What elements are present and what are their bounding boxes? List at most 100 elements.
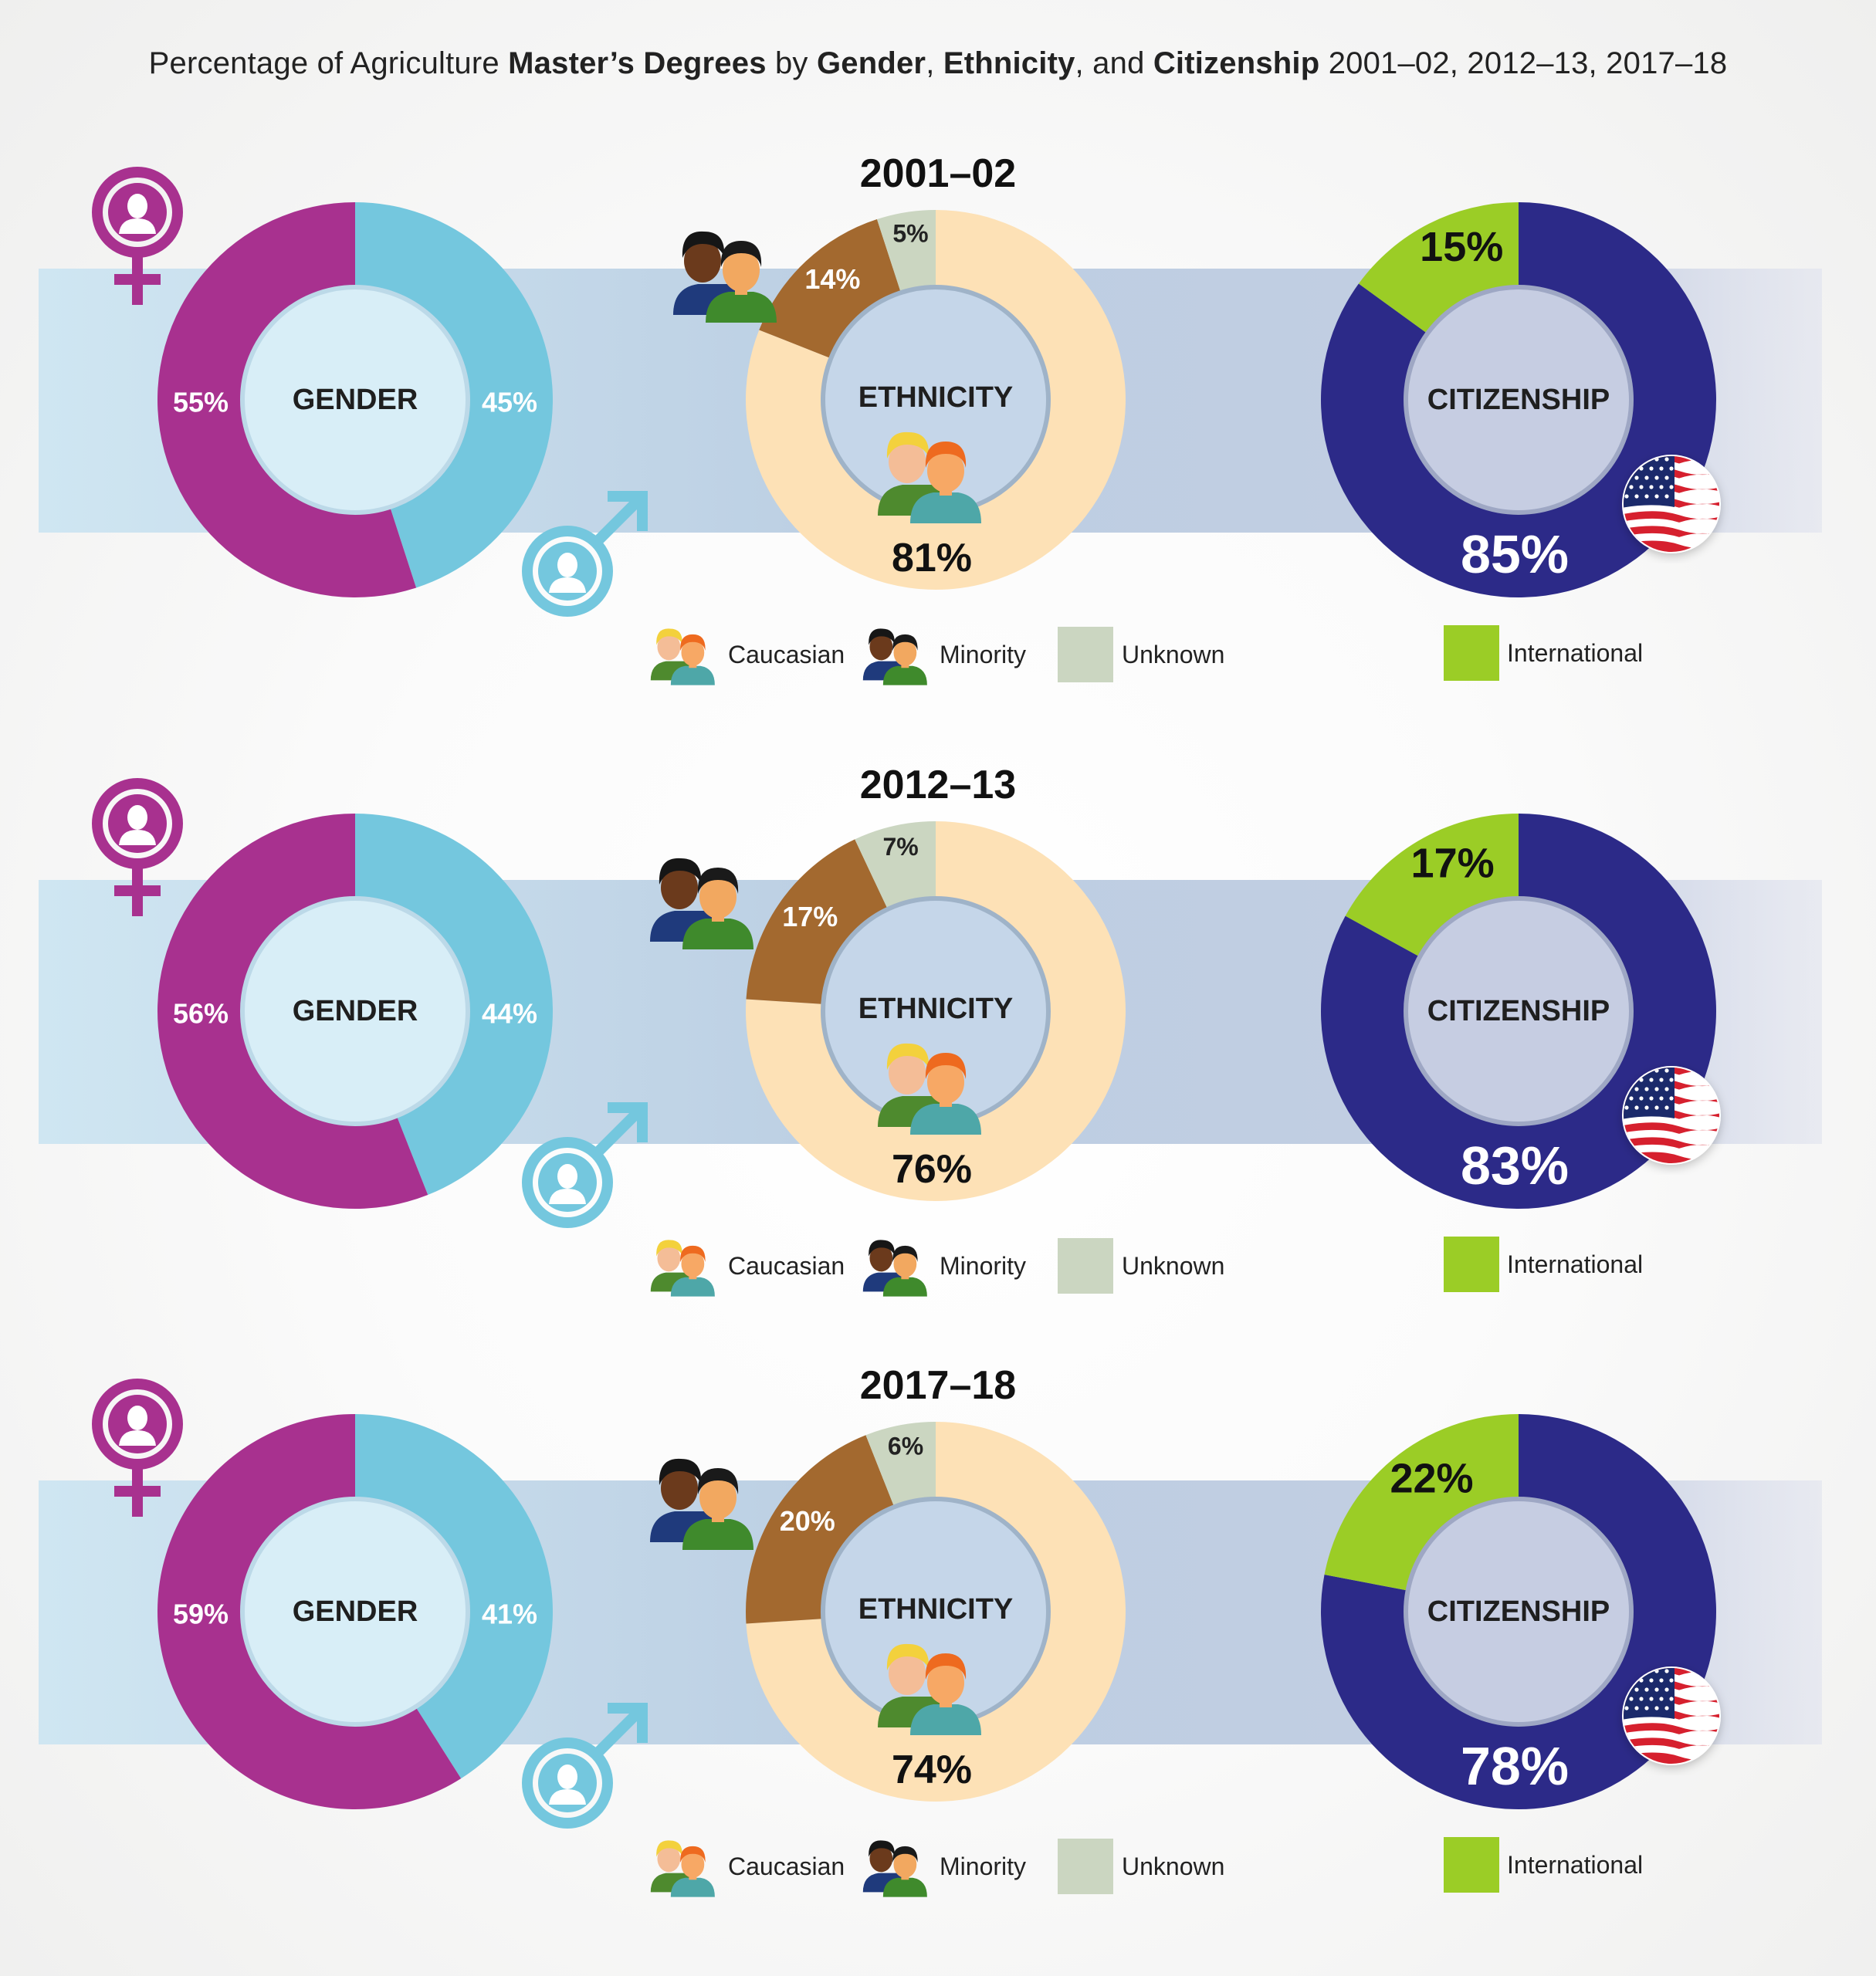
minority-people-icon: [673, 231, 777, 323]
legend-minority-label: Minority: [940, 641, 1026, 668]
unknown-slice: [855, 821, 936, 909]
unknown-slice: [876, 210, 936, 293]
year-heading: 2001–02: [860, 151, 1016, 196]
title-part: ,: [926, 46, 943, 80]
legend-unknown-swatch: [1058, 1238, 1113, 1294]
male-label: 44%: [482, 998, 537, 1030]
title-part: Citizenship: [1153, 46, 1320, 80]
caucasian-people-icon: [878, 431, 981, 523]
legend-caucasian-icon: [650, 1840, 715, 1897]
legend-minority-icon: [862, 628, 927, 685]
minority-label: 17%: [782, 901, 838, 932]
minority-label: 14%: [804, 263, 860, 295]
gender-center-label: GENDER: [293, 995, 418, 1027]
female-slice: [157, 202, 417, 598]
year-group-2012–13: 2012–13 GENDER 56% 44% ETHNICITY 76% 17% 7% CITI…: [39, 763, 1822, 1297]
ethnicity-donut: ETHNICITY 81% 14% 5%: [745, 210, 1126, 590]
us-slice: [1321, 814, 1716, 1209]
legend-international-swatch: [1444, 625, 1499, 681]
gender-donut: GENDER 55% 45%: [157, 202, 553, 598]
female-label: 59%: [173, 1599, 229, 1630]
gender-center-label: GENDER: [293, 384, 418, 416]
legend-caucasian-label: Caucasian: [728, 1852, 845, 1880]
legend: Caucasian Minority Unknown International: [650, 1837, 1643, 1897]
legend-unknown-swatch: [1058, 627, 1113, 682]
minority-people-icon: [650, 858, 753, 949]
title-part: by: [766, 46, 817, 80]
legend-caucasian-icon: [650, 628, 715, 685]
ethnicity-center-label: ETHNICITY: [858, 993, 1014, 1025]
legend: Caucasian Minority Unknown International: [650, 1237, 1643, 1297]
legend-international-swatch: [1444, 1837, 1499, 1893]
citizenship-hole: [1404, 896, 1634, 1126]
caucasian-label: 81%: [892, 536, 972, 580]
legend-international-label: International: [1507, 1851, 1643, 1879]
international-label: 15%: [1420, 224, 1503, 270]
international-slice: [1345, 814, 1519, 957]
title-part: , and: [1075, 46, 1153, 80]
minority-slice: [746, 839, 888, 1004]
citizenship-center-label: CITIZENSHIP: [1427, 1595, 1610, 1628]
citizenship-donut: CITIZENSHIP 78% 22%: [1321, 1414, 1716, 1809]
legend-unknown-label: Unknown: [1122, 1852, 1224, 1880]
male-label: 41%: [482, 1599, 537, 1630]
female-slice: [157, 814, 428, 1210]
citizenship-center-label: CITIZENSHIP: [1427, 995, 1610, 1027]
gender-donut: GENDER 56% 44%: [157, 814, 553, 1210]
minority-slice: [746, 1435, 895, 1624]
ethnicity-donut: ETHNICITY 74% 20% 6%: [746, 1422, 1126, 1802]
us-slice: [1321, 202, 1716, 597]
legend-international-label: International: [1507, 639, 1643, 667]
title-part: Master’s Degrees: [508, 46, 767, 80]
legend-minority-icon: [862, 1840, 927, 1897]
title-part: Percentage of Agriculture: [148, 46, 509, 80]
caucasian-label: 76%: [892, 1147, 972, 1192]
legend-international-label: International: [1507, 1250, 1643, 1278]
female-icon: [92, 1379, 183, 1517]
citizenship-center-label: CITIZENSHIP: [1427, 384, 1610, 416]
female-slice: [157, 1414, 462, 1809]
legend-unknown-label: Unknown: [1122, 1252, 1224, 1280]
us-flag-icon: [1622, 1666, 1721, 1765]
male-icon: [522, 1703, 648, 1829]
ethnicity-center-label: ETHNICITY: [858, 381, 1014, 414]
international-label: 22%: [1390, 1455, 1473, 1501]
international-slice: [1358, 202, 1519, 334]
male-icon: [522, 491, 648, 617]
legend-unknown-swatch: [1058, 1839, 1113, 1894]
female-icon: [92, 778, 183, 916]
title-part: Gender: [816, 46, 926, 80]
legend-caucasian-label: Caucasian: [728, 641, 845, 668]
female-icon: [92, 167, 183, 305]
legend-international-swatch: [1444, 1237, 1499, 1292]
legend-minority-label: Minority: [940, 1852, 1026, 1880]
citizenship-hole: [1404, 285, 1634, 515]
minority-slice: [759, 219, 901, 359]
caucasian-people-icon: [878, 1643, 981, 1735]
ethnicity-donut: ETHNICITY 76% 17% 7%: [746, 821, 1126, 1201]
unknown-label: 7%: [883, 833, 919, 861]
legend-unknown-label: Unknown: [1122, 641, 1224, 668]
title-part: 2001–02, 2012–13, 2017–18: [1319, 46, 1728, 80]
female-label: 56%: [173, 998, 229, 1030]
caucasian-slice: [746, 1422, 1126, 1802]
year-group-2001–02: 2001–02 GENDER 55% 45% ETHNICITY 81% 14% 5% CITI…: [39, 151, 1822, 685]
gender-donut: GENDER 59% 41%: [157, 1414, 553, 1809]
gender-hole: [240, 1497, 470, 1727]
year-heading: 2017–18: [860, 1363, 1016, 1408]
title-part: Ethnicity: [943, 46, 1075, 80]
caucasian-slice: [746, 821, 1126, 1201]
us-label: 83%: [1461, 1135, 1569, 1196]
male-slice: [355, 202, 553, 588]
unknown-slice: [865, 1422, 936, 1507]
male-icon: [522, 1102, 648, 1228]
citizenship-donut: CITIZENSHIP 83% 17%: [1321, 814, 1716, 1209]
legend: Caucasian Minority Unknown International: [650, 625, 1643, 685]
unknown-label: 6%: [888, 1433, 923, 1460]
legend-caucasian-label: Caucasian: [728, 1252, 845, 1280]
ethnicity-center-label: ETHNICITY: [858, 1593, 1014, 1626]
unknown-label: 5%: [892, 220, 928, 248]
caucasian-people-icon: [878, 1043, 981, 1135]
year-group-2017–18: 2017–18 GENDER 59% 41% ETHNICITY 74% 20% 6% CITI…: [39, 1363, 1822, 1897]
